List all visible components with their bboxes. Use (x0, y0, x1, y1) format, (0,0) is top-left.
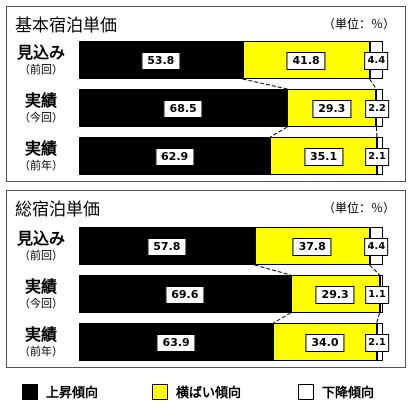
row-label-sub: （前回） (19, 63, 63, 76)
stacked-bar-row-1: 69.6 29.3 1.1 (79, 275, 389, 313)
chart-title: 基本宿泊単価 (15, 16, 117, 36)
connector-line (273, 312, 291, 324)
legend: 上昇傾向 横ばい傾向 下降傾向 (0, 382, 420, 408)
value-label: 34.0 (305, 334, 345, 352)
value-label: 41.8 (286, 52, 326, 70)
value-label: 69.6 (165, 286, 205, 304)
unit-label: （単位：％） (322, 201, 395, 215)
row-label-main: 実績 (24, 139, 57, 158)
legend-item-flat: 横ばい傾向 (152, 382, 241, 401)
value-label: 53.8 (141, 52, 181, 70)
value-label: 63.9 (156, 334, 196, 352)
legend-item-up: 上昇傾向 (22, 382, 98, 401)
value-label: 4.4 (364, 238, 389, 256)
value-label: 2.1 (365, 334, 389, 352)
row-label-sub: （前回） (19, 249, 63, 262)
stacked-bar-row-2: 63.9 34.0 2.1 (79, 323, 389, 361)
row-label-main: 実績 (24, 325, 57, 344)
row-label-sub: （前年） (19, 159, 63, 172)
legend-label: 下降傾向 (322, 386, 375, 401)
row-label-2: 実績 （前年） (9, 325, 73, 358)
legend-swatch (22, 383, 38, 400)
stacked-bar-row-0: 57.8 37.8 4.4 (79, 227, 389, 265)
value-label: 29.3 (315, 286, 355, 304)
stacked-bar-row-0: 53.8 41.8 4.4 (79, 41, 389, 79)
chart-panel-total-room-rate: 総宿泊単価 （単位：％） 見込み （前回） 実績 （今回） 実績 （前年） 57… (6, 190, 406, 368)
legend-label: 上昇傾向 (46, 386, 99, 401)
value-label: 57.8 (147, 238, 187, 256)
legend-item-down: 下降傾向 (298, 382, 374, 401)
connector-line (369, 78, 377, 90)
value-label: 35.1 (303, 148, 344, 166)
bar-segment-flat (270, 137, 377, 175)
connector-line (269, 126, 288, 138)
stacked-bar-row-2: 62.9 35.1 2.1 (79, 137, 389, 175)
row-label-0: 見込み （前回） (9, 229, 73, 262)
row-label-2: 実績 （前年） (9, 139, 73, 172)
value-label: 4.4 (364, 52, 389, 70)
row-label-0: 見込み （前回） (9, 43, 73, 76)
legend-swatch (298, 383, 314, 400)
value-label: 29.3 (312, 100, 352, 118)
value-label: 62.9 (155, 148, 195, 166)
chart-title: 総宿泊単価 (15, 200, 100, 220)
row-label-main: 見込み (16, 229, 65, 248)
stacked-bar-row-1: 68.5 29.3 2.2 (79, 89, 389, 127)
row-label-sub: （今回） (19, 297, 63, 310)
value-label: 37.8 (292, 238, 332, 256)
connector-line (369, 264, 381, 276)
connector-line (242, 78, 288, 90)
connector-line (254, 264, 291, 276)
row-label-sub: （今回） (19, 111, 63, 124)
row-label-main: 実績 (24, 277, 57, 296)
value-label: 2.1 (365, 148, 389, 166)
value-label: 2.2 (365, 100, 389, 118)
row-label-sub: （前年） (19, 345, 63, 358)
connector-line (376, 312, 381, 324)
row-label-1: 実績 （今回） (9, 91, 73, 124)
unit-label: （単位：％） (322, 17, 395, 31)
row-label-1: 実績 （今回） (9, 277, 73, 310)
row-label-main: 見込み (16, 43, 65, 62)
value-label: 1.1 (365, 286, 389, 304)
connector-line (375, 126, 378, 138)
legend-swatch (152, 383, 168, 400)
row-label-main: 実績 (24, 91, 57, 110)
legend-label: 横ばい傾向 (176, 386, 242, 401)
chart-panel-basic-room-rate: 基本宿泊単価 （単位：％） 見込み （前回） 実績 （今回） 実績 （前年） 5… (6, 6, 406, 182)
value-label: 68.5 (163, 100, 203, 118)
